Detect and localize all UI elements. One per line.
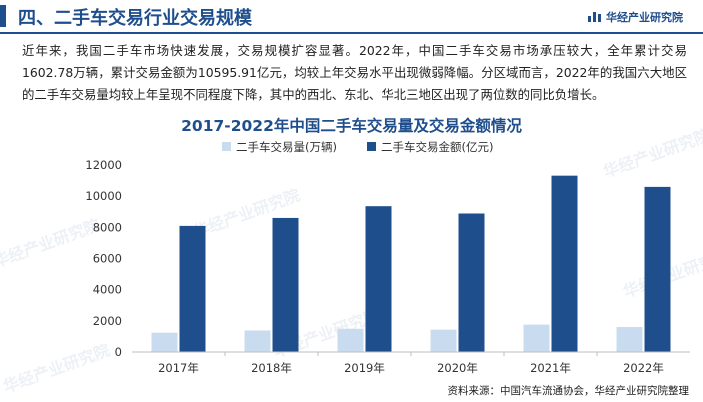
- chart-legend: 二手车交易量(万辆) 二手车交易金额(亿元): [222, 140, 493, 154]
- x-tick-label: 2020年: [437, 361, 478, 375]
- source-note: 资料来源：中国汽车流通协会，华经产业研究院整理: [447, 385, 690, 397]
- bar-group: [151, 175, 671, 352]
- bar-amount: [365, 206, 392, 352]
- y-tick-label: 6000: [93, 252, 122, 266]
- y-tick-label: 8000: [93, 220, 122, 234]
- legend-label: 二手车交易金额(亿元): [381, 140, 493, 154]
- bar-volume: [616, 327, 643, 352]
- x-tick-label: 2018年: [251, 361, 292, 375]
- x-axis: 2017年 2018年 2019年 2020年 2021年 2022年: [132, 351, 690, 375]
- y-tick-label: 4000: [93, 283, 122, 297]
- brand-name: 华经产业研究院: [606, 11, 683, 24]
- y-tick-label: 0: [115, 345, 122, 359]
- bar-amount: [551, 175, 578, 352]
- x-tick-label: 2019年: [344, 361, 385, 375]
- bar-volume: [337, 328, 364, 352]
- header-accent-bar: [0, 5, 6, 27]
- x-tick-label: 2017年: [158, 361, 199, 375]
- bar-amount: [179, 225, 206, 352]
- x-tick-label: 2021年: [530, 361, 571, 375]
- bar-amount: [458, 213, 485, 352]
- section-title: 四、二手车交易行业交易规模: [18, 8, 252, 29]
- y-tick-label: 2000: [93, 314, 122, 328]
- intro-paragraph: 近年来，我国二手车市场快速发展，交易规模扩容显著。2022年，中国二手车交易市场…: [22, 43, 687, 102]
- brand-logo-icon: [588, 12, 601, 22]
- y-tick-label: 10000: [85, 189, 122, 203]
- bar-volume: [523, 324, 550, 352]
- brand: 华经产业研究院: [588, 9, 683, 25]
- section-header: 四、二手车交易行业交易规模 华经产业研究院: [0, 0, 703, 34]
- chart-title: 2017-2022年中国二手车交易量及交易金额情况: [181, 117, 522, 135]
- y-tick-label: 12000: [85, 158, 122, 172]
- y-axis: 0 2000 4000 6000 8000 10000 12000: [85, 158, 122, 359]
- bar-volume: [151, 332, 178, 352]
- bar-volume: [244, 330, 271, 352]
- legend-swatch: [367, 142, 376, 151]
- legend-label: 二手车交易量(万辆): [236, 140, 337, 154]
- legend-swatch: [222, 142, 231, 151]
- bar-volume: [430, 329, 457, 352]
- x-tick-label: 2022年: [623, 361, 664, 375]
- bar-amount: [272, 217, 299, 352]
- bar-amount: [644, 186, 671, 352]
